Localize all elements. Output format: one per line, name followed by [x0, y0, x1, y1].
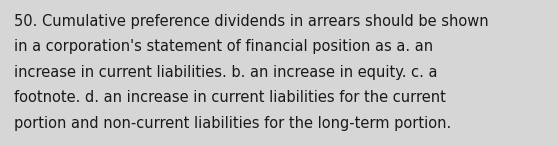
Text: 50. Cumulative preference dividends in arrears should be shown: 50. Cumulative preference dividends in a… — [14, 14, 489, 29]
Text: footnote. d. an increase in current liabilities for the current: footnote. d. an increase in current liab… — [14, 91, 446, 106]
Text: in a corporation's statement of financial position as a. an: in a corporation's statement of financia… — [14, 40, 433, 54]
Text: portion and non-current liabilities for the long-term portion.: portion and non-current liabilities for … — [14, 116, 451, 131]
Text: increase in current liabilities. b. an increase in equity. c. a: increase in current liabilities. b. an i… — [14, 65, 437, 80]
